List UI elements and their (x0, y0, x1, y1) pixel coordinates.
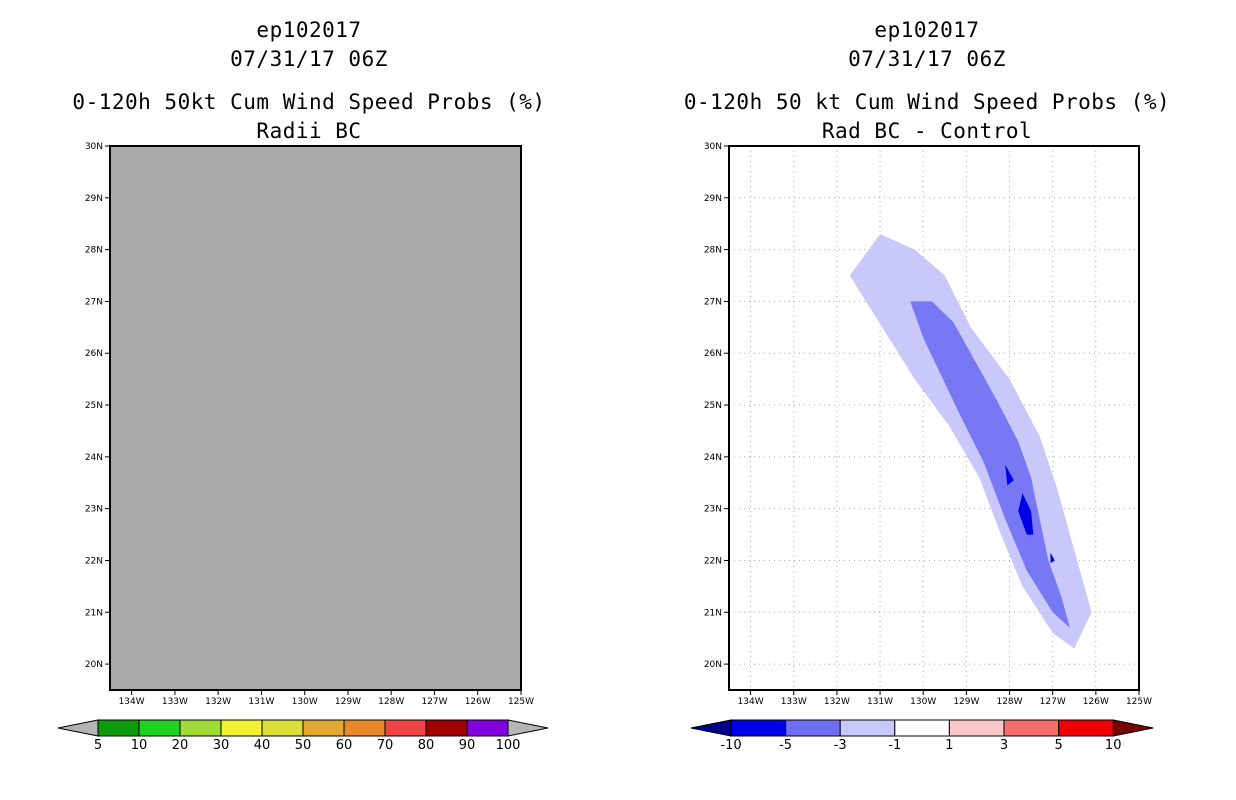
left-x-tick-label: 131W (248, 697, 274, 707)
right-x-tick-label: 133W (781, 697, 807, 707)
left-colorbar-swatch (384, 719, 427, 737)
right-colorbar-label: 5 (1054, 738, 1062, 753)
right-colorbar-swatch (730, 719, 787, 737)
right-y-tick-label: 27N (704, 297, 722, 307)
right-chart-subtitle: Rad BC - Control (821, 119, 1033, 143)
left-y-tick-label: 21N (85, 608, 103, 618)
left-x-tick-label: 127W (421, 697, 447, 707)
right-colorbar-label: -5 (779, 738, 792, 753)
left-x-tick-label: 134W (119, 697, 145, 707)
right-contour--10to-5 (1050, 552, 1055, 564)
left-colorbar-swatch (343, 719, 386, 737)
right-x-tick-label: 127W (1040, 697, 1066, 707)
left-colorbar-swatch (302, 719, 345, 737)
left-y-tick-label: 29N (85, 194, 103, 204)
left-x-tick-label: 126W (465, 697, 491, 707)
left-colorbar-swatch (97, 719, 140, 737)
left-y-tick-label: 26N (85, 349, 103, 359)
left-chart-title: 0-120h 50kt Cum Wind Speed Probs (%) (72, 90, 546, 114)
right-x-tick-label: 131W (867, 697, 893, 707)
left-colorbar-label: 70 (377, 738, 394, 753)
left-storm-id: ep102017 (256, 18, 362, 42)
right-colorbar-label: -3 (834, 738, 847, 753)
left-datetime: 07/31/17 06Z (230, 47, 388, 71)
right-x-tick-label: 134W (738, 697, 764, 707)
left-x-tick-label: 128W (378, 697, 404, 707)
left-y-tick-label: 27N (85, 297, 103, 307)
left-colorbar-label: 40 (254, 738, 271, 753)
right-y-tick-label: 21N (704, 608, 722, 618)
right-colorbar-swatch (1003, 719, 1060, 737)
right-colorbar-swatch (948, 719, 1005, 737)
right-x-tick-label: 132W (824, 697, 850, 707)
right-contour--10to-5 (1018, 493, 1034, 535)
left-x-tick-label: 129W (335, 697, 361, 707)
right-y-tick-label: 24N (704, 453, 722, 463)
right-x-tick-label: 128W (996, 697, 1022, 707)
left-y-tick-label: 22N (85, 556, 103, 566)
right-y-tick-label: 22N (704, 556, 722, 566)
right-y-tick-label: 26N (704, 349, 722, 359)
left-undefined-field (110, 146, 521, 690)
right-colorbar-label: -1 (888, 738, 901, 753)
right-contour--5to-3 (910, 301, 1070, 628)
right-y-tick-label: 28N (704, 246, 722, 256)
right-x-tick-label: 126W (1083, 697, 1109, 707)
right-colorbar-label: -10 (720, 738, 741, 753)
left-y-tick-label: 24N (85, 453, 103, 463)
left-x-tick-label: 130W (292, 697, 318, 707)
right-x-tick-label: 125W (1126, 697, 1152, 707)
right-colorbar-swatch (785, 719, 841, 737)
right-colorbar-label: 1 (945, 738, 953, 753)
left-colorbar-label: 5 (94, 738, 102, 753)
left-x-tick-label: 125W (508, 697, 534, 707)
left-colorbar-label: 10 (131, 738, 148, 753)
left-colorbar-label: 50 (295, 738, 312, 753)
left-colorbar-label: 80 (418, 738, 435, 753)
right-x-tick-label: 130W (910, 697, 936, 707)
left-chart-subtitle: Radii BC (256, 119, 362, 143)
right-storm-id: ep102017 (874, 18, 980, 42)
left-x-tick-label: 132W (205, 697, 231, 707)
left-y-tick-label: 30N (85, 142, 103, 152)
left-colorbar-swatch (466, 719, 509, 737)
right-colorbar-swatch (1058, 719, 1114, 737)
right-colorbar-under-triangle (690, 719, 732, 737)
right-colorbar-swatch (839, 719, 896, 737)
left-colorbar-label: 20 (172, 738, 189, 753)
right-colorbar-label: 10 (1105, 738, 1122, 753)
right-y-tick-label: 29N (704, 194, 722, 204)
right-y-tick-label: 30N (704, 142, 722, 152)
right-colorbar-over-triangle (1112, 719, 1154, 737)
left-colorbar-label: 100 (496, 738, 521, 753)
left-colorbar-swatch (220, 719, 263, 737)
right-y-tick-label: 23N (704, 505, 722, 515)
left-colorbar-label: 90 (459, 738, 476, 753)
left-x-tick-label: 133W (162, 697, 188, 707)
right-x-tick-label: 129W (953, 697, 979, 707)
left-colorbar-swatch (179, 719, 222, 737)
left-y-tick-label: 28N (85, 246, 103, 256)
right-chart-title: 0-120h 50 kt Cum Wind Speed Probs (%) (683, 90, 1171, 114)
right-y-tick-label: 25N (704, 401, 722, 411)
right-colorbar-label: 3 (1000, 738, 1008, 753)
left-colorbar-swatch (138, 719, 181, 737)
right-datetime: 07/31/17 06Z (848, 47, 1006, 71)
left-colorbar-label: 30 (213, 738, 230, 753)
left-colorbar-over-triangle (507, 719, 549, 737)
left-y-tick-label: 25N (85, 401, 103, 411)
right-map-frame (728, 145, 1140, 691)
left-y-tick-label: 23N (85, 505, 103, 515)
right-y-tick-label: 20N (704, 660, 722, 670)
left-y-tick-label: 20N (85, 660, 103, 670)
left-colorbar-under-triangle (57, 719, 99, 737)
right-contour--10to-5 (1005, 464, 1014, 486)
left-map-frame (109, 145, 522, 691)
right-colorbar-swatch (894, 719, 950, 737)
left-colorbar-label: 60 (336, 738, 353, 753)
left-colorbar-swatch (425, 719, 468, 737)
left-colorbar-swatch (261, 719, 304, 737)
